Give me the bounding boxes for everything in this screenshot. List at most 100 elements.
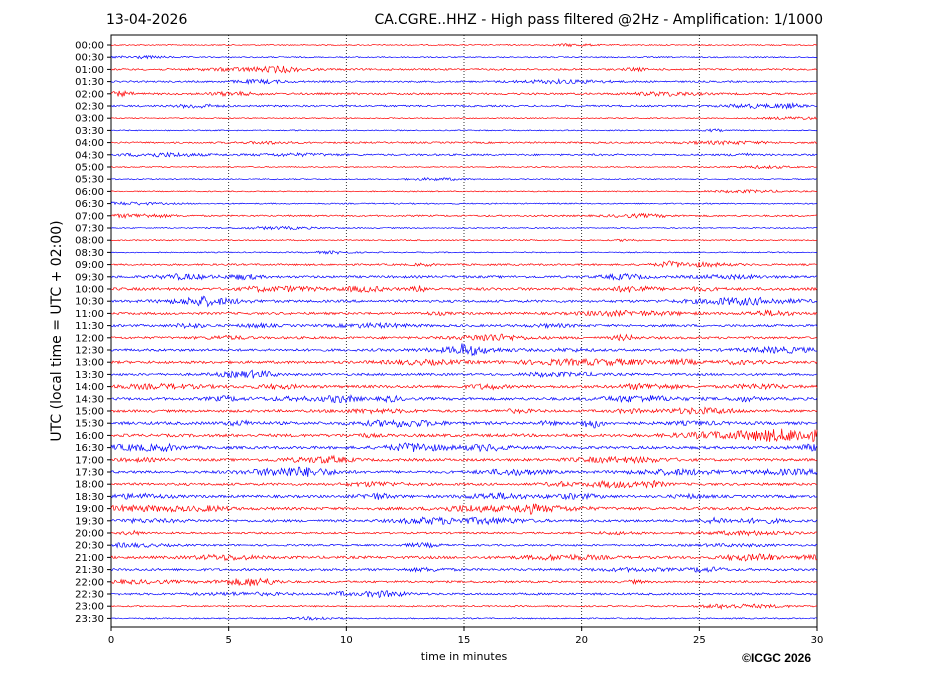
y-tick-label: 18:00 — [75, 480, 104, 491]
y-tick-label: 21:00 — [75, 553, 104, 564]
trace-row — [110, 454, 818, 465]
y-tick-label: 18:30 — [75, 492, 104, 503]
trace-row — [110, 212, 818, 220]
trace-row — [110, 238, 818, 242]
y-tick-label: 10:30 — [75, 297, 104, 308]
plot-frame — [110, 34, 818, 628]
y-tick-label: 04:30 — [75, 150, 104, 161]
y-tick-label: 15:30 — [75, 419, 104, 430]
y-tick-label: 23:00 — [75, 602, 104, 613]
y-tick-label: 14:30 — [75, 394, 104, 405]
trace-row — [110, 43, 817, 48]
trace-row — [110, 201, 818, 206]
y-tick-label: 03:30 — [75, 126, 104, 137]
y-tick-label: 12:00 — [75, 333, 104, 344]
x-tick-label: 5 — [225, 635, 231, 646]
trace-row — [110, 151, 818, 158]
trace-row — [110, 225, 818, 231]
trace-row — [110, 382, 818, 391]
trace-row — [110, 177, 818, 182]
y-axis-label: UTC (local time = UTC + 02:00) — [49, 220, 65, 442]
trace-row — [110, 466, 818, 477]
y-tick-label: 11:30 — [75, 321, 104, 332]
y-tick-label: 11:00 — [75, 309, 104, 320]
trace-row — [110, 273, 818, 281]
y-tick-label: 17:00 — [75, 455, 104, 466]
y-tick-label: 19:00 — [75, 504, 104, 515]
trace-row — [110, 333, 818, 342]
trace-row — [110, 419, 818, 429]
y-tick-label: 00:30 — [75, 53, 104, 64]
trace-row — [110, 54, 818, 60]
trace-row — [110, 406, 818, 415]
trace-row — [110, 529, 818, 537]
trace-row — [110, 260, 817, 268]
trace-row — [110, 516, 818, 526]
trace-row — [110, 577, 818, 587]
trace-row — [110, 566, 818, 574]
y-tick-label: 06:30 — [75, 199, 104, 210]
y-tick-label: 13:30 — [75, 370, 104, 381]
trace-row — [110, 309, 818, 318]
y-tick-label: 22:00 — [75, 577, 104, 588]
trace-row — [110, 284, 818, 294]
y-tick-label: 16:30 — [75, 443, 104, 454]
y-tick-label: 07:00 — [75, 211, 104, 222]
trace-row — [110, 590, 818, 599]
trace-row — [110, 295, 818, 308]
x-tick-label: 10 — [340, 635, 353, 646]
y-tick-label: 15:00 — [75, 407, 104, 418]
y-tick-label: 16:00 — [75, 431, 104, 442]
trace-row — [110, 102, 818, 110]
trace-row — [110, 616, 818, 621]
y-tick-label: 17:30 — [75, 468, 104, 479]
x-axis-label: time in minutes — [420, 650, 508, 663]
y-tick-label: 12:30 — [75, 346, 104, 357]
y-tick-label: 02:00 — [75, 89, 104, 100]
y-tick-label: 19:30 — [75, 516, 104, 527]
trace-row — [110, 603, 818, 610]
x-tick-label: 30 — [811, 635, 824, 646]
x-tick-label: 15 — [458, 635, 471, 646]
y-tick-label: 00:00 — [75, 41, 104, 52]
trace-row — [110, 479, 818, 489]
y-tick-label: 10:00 — [75, 285, 104, 296]
trace-row — [110, 428, 818, 443]
trace-row — [110, 369, 817, 379]
y-tick-label: 20:00 — [75, 529, 104, 540]
trace-row — [110, 394, 818, 404]
y-tick-label: 05:00 — [75, 163, 104, 174]
y-tick-label: 20:30 — [75, 541, 104, 552]
trace-row — [110, 553, 818, 562]
y-tick-label: 04:00 — [75, 138, 104, 149]
y-tick-label: 13:00 — [75, 358, 104, 369]
trace-row — [110, 140, 818, 146]
y-tick-label: 09:00 — [75, 260, 104, 271]
y-tick-label: 05:30 — [75, 175, 104, 186]
y-tick-label: 07:30 — [75, 224, 104, 235]
y-tick-label: 23:30 — [75, 614, 104, 625]
trace-row — [110, 321, 818, 330]
y-tick-label: 09:30 — [75, 272, 104, 283]
x-tick-label: 0 — [108, 635, 114, 646]
trace-row — [110, 343, 818, 357]
trace-row — [110, 503, 818, 515]
trace-row — [110, 116, 818, 121]
x-tick-label: 20 — [575, 635, 588, 646]
trace-row — [110, 189, 818, 194]
trace-row — [110, 128, 818, 133]
trace-row — [110, 357, 818, 367]
y-tick-label: 01:30 — [75, 77, 104, 88]
trace-row — [110, 90, 818, 98]
trace-row — [110, 541, 818, 549]
y-tick-label: 01:00 — [75, 65, 104, 76]
date-label: 13-04-2026 — [106, 12, 188, 28]
chart-title: CA.CGRE..HHZ - High pass filtered @2Hz -… — [374, 12, 823, 28]
y-tick-label: 08:30 — [75, 248, 104, 259]
y-tick-label: 14:00 — [75, 382, 104, 393]
y-tick-label: 02:30 — [75, 102, 104, 113]
y-tick-label: 03:00 — [75, 114, 104, 125]
trace-row — [110, 442, 818, 453]
y-tick-label: 06:00 — [75, 187, 104, 198]
